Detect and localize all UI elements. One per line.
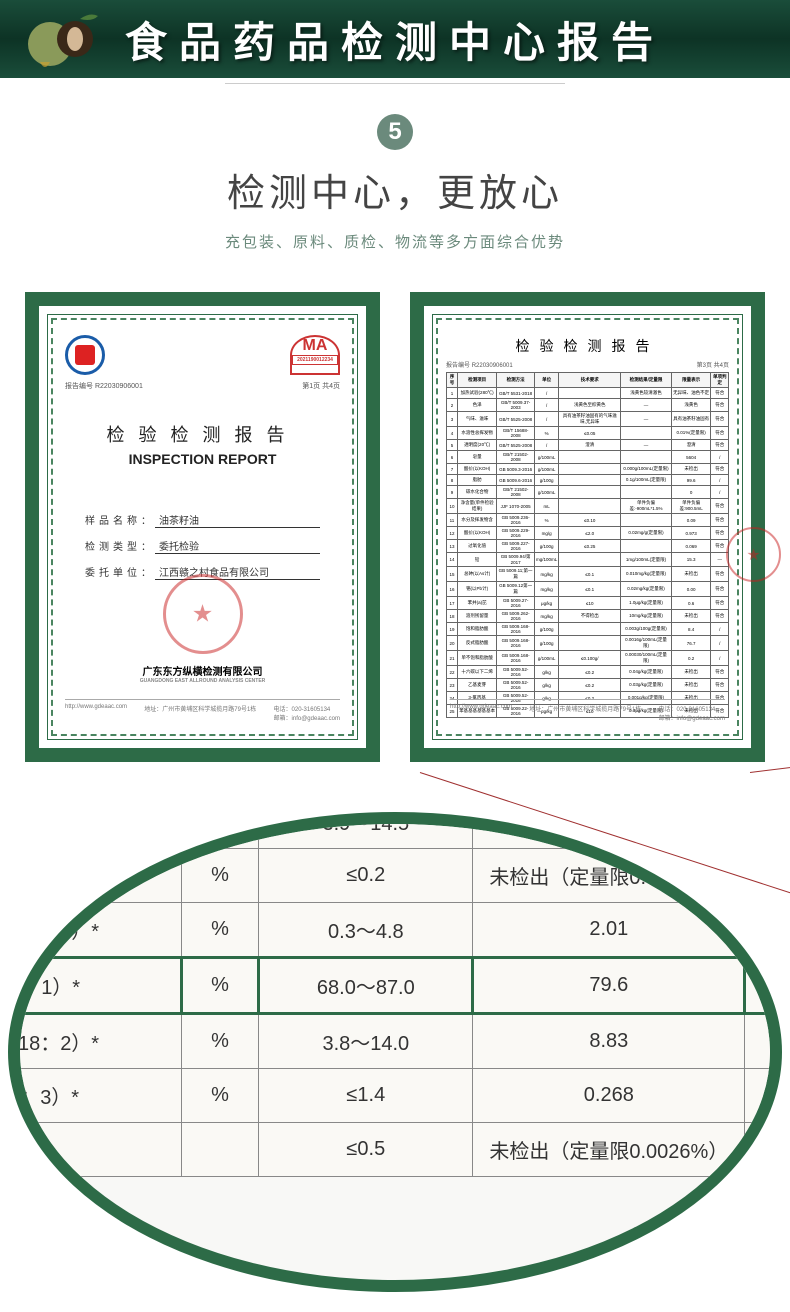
mini-table-row: 20反式脂肪酸GB 5009.168-2016g/100g0.0016g/100… [447, 636, 729, 651]
zoom-table-row: %3.9～14.58.64 [8, 812, 782, 849]
doc1-title-en: INSPECTION REPORT [65, 451, 340, 467]
mini-table-row: 9碳水化合物GB/T 21502-2008g/100mL0/ [447, 486, 729, 499]
doc-field: 检测类型：委托检验 [85, 538, 320, 554]
doc1-company: 广东东方纵横检测有限公司 GUANGDONG EAST ALLROUND ANA… [53, 663, 352, 684]
doc2-title: 检验检测报告 [446, 336, 729, 356]
inspection-report-cover: MA2021190012234 报告编号 R22030906001 第1页 共4… [25, 292, 380, 762]
banner-fruit-icon [20, 4, 115, 74]
results-mini-table: 序号检测项目检测方法单位技术要求检测结果/定量限限量表示单项判定1加热试验(28… [446, 372, 729, 718]
mini-table-row: 21单不饱和脂肪酸GB 5009.168-2016g/100mL≤0.100g/… [447, 651, 729, 666]
section-header: 5 检测中心，更放心 充包装、原料、质检、物流等多方面综合优势 [0, 83, 790, 252]
mini-table-row: 17苯并(a)芘GB 5009.27-2016μg/kg≤101.0μg/kg(… [447, 597, 729, 610]
doc2-subheader: 报告编号 R22030906001 第3页 共4页 [446, 360, 729, 369]
mini-table-row: 10净含量(单件检验结果)JJF 1070-2005mL单件负偏差:-900mL… [447, 499, 729, 514]
mini-table-row: 12酸价(以KOH)GB 5009.229-2016mg/g≤2.00.02mg… [447, 527, 729, 540]
mini-table-row: 2色泽GB/T 5009.37-2003/浅黄色至棕黄色—浅黄色符合 [447, 399, 729, 412]
mini-table-row: 6皂量GB/T 21502-2008g/100mL5604/ [447, 451, 729, 464]
ma-certification-icon: MA2021190012234 [290, 335, 340, 375]
zoom-table-row: 更脂酸（C18：0）*%0.3～4.82.01合格 [8, 903, 782, 958]
mini-table-row: 3气味、滋味GB/T 5525-2008/具有油茶籽油固有的气味滋味,无异味—具… [447, 412, 729, 427]
mini-table-row: 15总砷(以As计)GB 5009.11;第一篇mg/kg≤0.10.010mg… [447, 567, 729, 582]
zoom-table: %3.9～14.58.64帝酸（C16：1）*%≤0.2未检出（定量限0.001… [8, 812, 782, 1177]
inspection-report-detail: 检验检测报告 报告编号 R22030906001 第3页 共4页 序号检测项目检… [410, 292, 765, 762]
mini-table-row: 22十六碳以下二烯GB 5009.52-2016g/kg≤0.20.04g/kg… [447, 666, 729, 679]
documents-row: MA2021190012234 报告编号 R22030906001 第1页 共4… [0, 277, 790, 772]
zoom-table-row: 烯酸（C18：3）*%≤1.40.268合 [8, 1069, 782, 1123]
section-badge: 5 [377, 114, 413, 150]
mini-table-row: 7酸价(以KOH)GB 5009.3-2016g/100mL0.000g/100… [447, 464, 729, 475]
zoom-table-row: 亚油酸（C18：2）*%3.8～14.08.83合格 [8, 1014, 782, 1069]
doc1-footer: http://www.gdeaac.com 地址：广州市黄埔区科学城揽月路79号… [65, 699, 340, 722]
mini-table-row: 13过氧化值GB 5009.227-2016g/100g≤0.250.069符合 [447, 540, 729, 553]
banner-title: 食品药品检测中心报告 [125, 9, 665, 70]
doc2-footer: http://www.gdeaac.com 地址：广州市黄埔区科学城揽月路79号… [450, 699, 725, 722]
magnified-table-view: %3.9～14.58.64帝酸（C16：1）*%≤0.2未检出（定量限0.001… [8, 812, 782, 1292]
doc-field: 样品名称：油茶籽油 [85, 512, 320, 528]
mini-table-row: 4水溶性总挥发物GB/T 15688-2008%≤0.050.01%(定量限)符… [447, 427, 729, 440]
zoom-table-row: 油酸（C18：1）*%68.0～87.079.6合格 [8, 958, 782, 1014]
mini-table-row: 14铅GB 5009.94/第2017mg/100mL1mg/100mL(定量限… [447, 553, 729, 567]
mini-table-row: 5透明度(20℃)GB/T 5525-2008/澄清—澄清符合 [447, 440, 729, 451]
zoom-table-row: 0）*≤0.5未检出（定量限0.0026%） [8, 1123, 782, 1177]
divider [225, 83, 565, 84]
doc1-title-cn: 检验检测报告 [65, 421, 340, 447]
mini-table-row: 8脂肪GB 5009.6-2016g/100g0.1g/100mL(定量限)99… [447, 475, 729, 486]
mini-table-row: 11水分及挥发物含GB 5009.236-2016%≤0.100.09符合 [447, 514, 729, 527]
mini-table-row: 23乙基麦芽GB 5009.52-2016g/kg≤0.20.03g/kg(定量… [447, 679, 729, 692]
mini-table-row: 16铬(以Pb计)GB 5009.12第一篇mg/kg≤0.10.02mg/kg… [447, 582, 729, 597]
section-title: 检测中心，更放心 [0, 162, 790, 217]
mini-table-row: 18溶剂残留量GB 5009.262-2016mg/kg不得检出10mg/kg(… [447, 610, 729, 623]
top-banner: 食品药品检测中心报告 [0, 0, 790, 78]
accreditation-logo-icon [65, 335, 105, 375]
official-stamp-icon: ★ [163, 574, 243, 654]
side-stamp-icon: ★ [726, 527, 781, 582]
report-number-row: 报告编号 R22030906001 第1页 共4页 [65, 381, 340, 391]
zoom-table-row: 帝酸（C16：1）*%≤0.2未检出（定量限0.0013%） [8, 849, 782, 903]
zoom-indicator-lines [0, 772, 790, 812]
mini-table-row: 19饱和脂肪酸GB 5009.168-2016g/100g0.003g/100g… [447, 623, 729, 636]
section-subtitle: 充包装、原料、质检、物流等多方面综合优势 [0, 231, 790, 252]
mini-table-row: 1加热试验(280℃)GB/T 5531-2018/浅黄色较清澈色无异味、油色不… [447, 388, 729, 399]
